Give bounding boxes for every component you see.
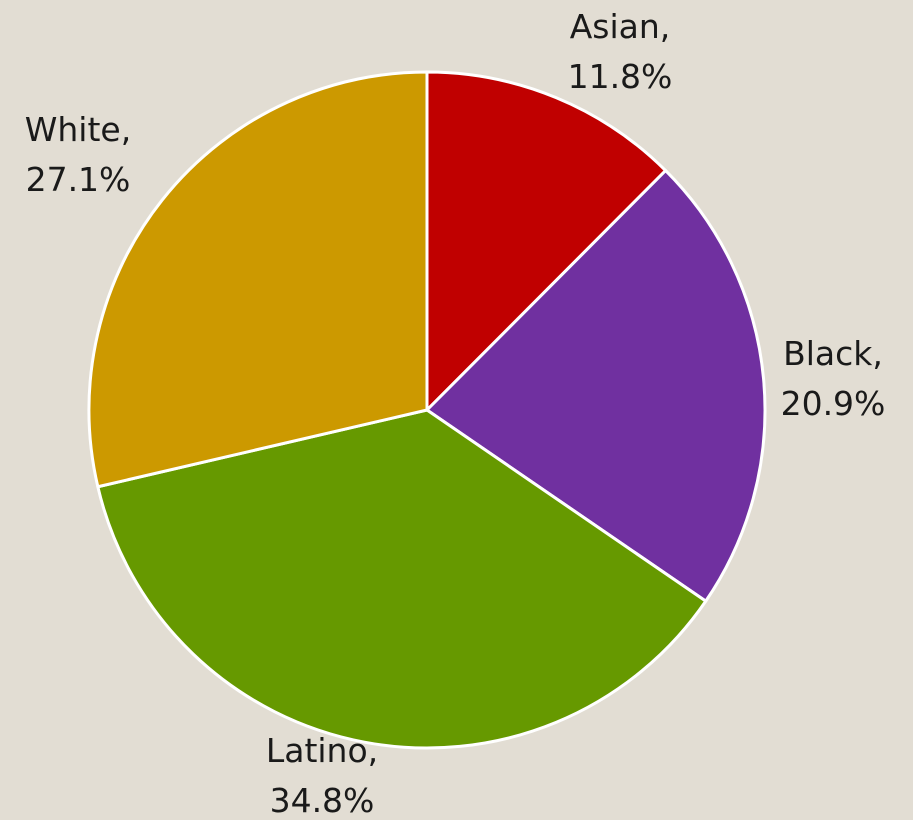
slice-value-latino: 34.8% [270,781,375,820]
pie-slice-latino [96,408,708,750]
slice-label-latino: Latino, [266,731,378,770]
pie-slices [87,70,767,750]
slice-label-white: White, [25,110,131,149]
slice-value-asian: 11.8% [568,57,673,96]
pie-slice-black [425,169,767,603]
pie-labels: Asian, 11.8% Black, 20.9% Latino, 34.8% White,… [25,7,886,820]
pie-slice-asian [425,70,668,412]
slice-label-asian: Asian, [570,7,671,46]
pie-slice-white [87,70,429,489]
slice-value-white: 27.1% [26,160,131,199]
slice-value-black: 20.9% [781,384,886,423]
slice-label-black: Black, [783,334,883,373]
